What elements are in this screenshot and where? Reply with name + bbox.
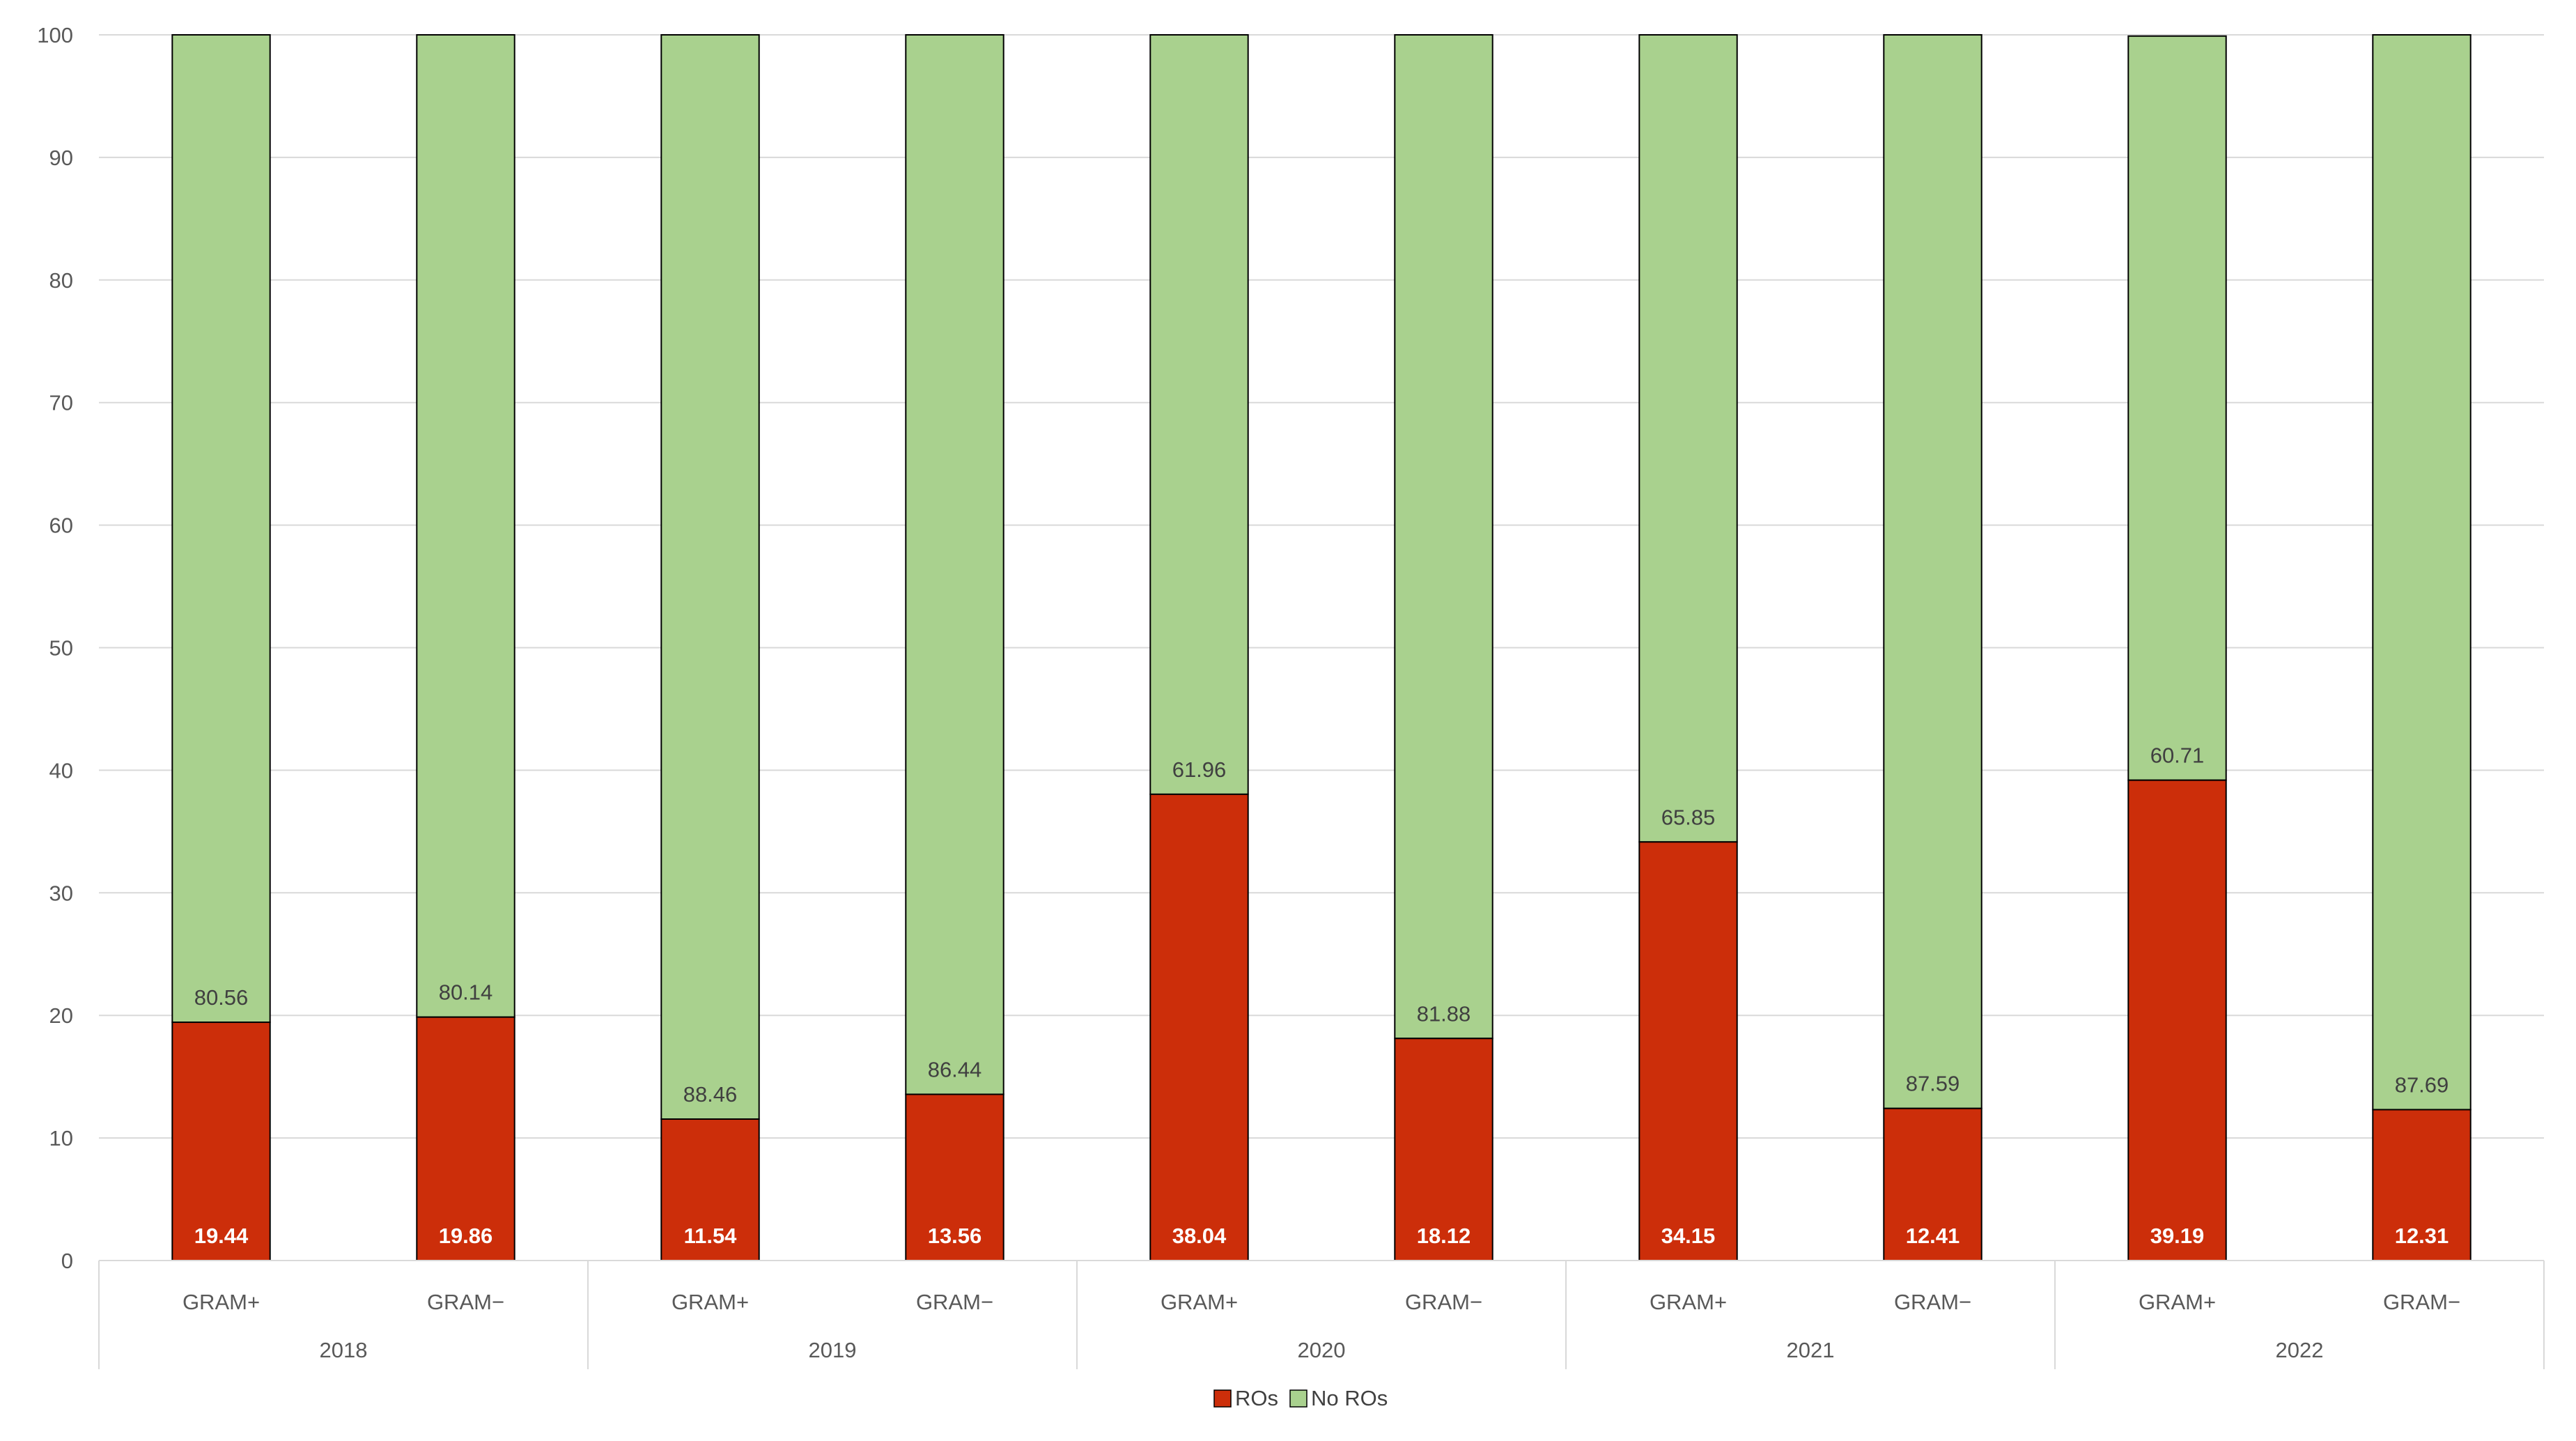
x-group-label: 2021 — [1787, 1338, 1835, 1362]
y-tick-label: 100 — [37, 23, 73, 47]
x-category-label: GRAM+ — [1161, 1290, 1238, 1314]
data-label-no-ros: 88.46 — [683, 1082, 738, 1107]
legend-swatch-ros — [1213, 1389, 1232, 1408]
bar-no-ros — [1638, 34, 1738, 843]
y-tick-label: 30 — [49, 881, 73, 905]
legend-swatch-no-ros — [1289, 1389, 1308, 1408]
bar-ros — [2372, 1109, 2472, 1261]
data-label-ros: 11.54 — [684, 1224, 738, 1248]
x-group-label: 2020 — [1298, 1338, 1346, 1362]
bar-no-ros — [416, 34, 515, 1018]
bar-ros — [1394, 1038, 1493, 1261]
y-tick-label: 10 — [49, 1126, 73, 1150]
data-label-no-ros: 61.96 — [1172, 757, 1227, 782]
data-label-no-ros: 81.88 — [1417, 1001, 1471, 1026]
x-category-label: GRAM+ — [672, 1290, 749, 1314]
y-tick-label: 50 — [49, 636, 73, 661]
data-label-ros: 13.56 — [928, 1224, 982, 1248]
data-labels: 19.44 80.56 19.86 80.14 11.54 88.46 13.56 86.44… — [194, 743, 2449, 1248]
bars — [171, 34, 2472, 1262]
x-category-label: GRAM− — [2383, 1290, 2460, 1314]
y-tick-label: 80 — [49, 268, 73, 293]
bar-no-ros — [2127, 35, 2227, 781]
bar-no-ros — [1883, 34, 1983, 1109]
x-category-label: GRAM+ — [183, 1290, 260, 1314]
data-label-no-ros: 87.69 — [2395, 1072, 2449, 1097]
bar-ros — [905, 1093, 1004, 1262]
data-label-ros: 18.12 — [1417, 1224, 1471, 1248]
bar-no-ros — [1394, 34, 1493, 1040]
bar-ros — [2127, 779, 2227, 1262]
bar-no-ros — [1149, 34, 1249, 795]
x-group-label: 2022 — [2276, 1338, 2324, 1362]
data-label-ros: 34.15 — [1661, 1224, 1716, 1248]
data-label-ros: 38.04 — [1172, 1224, 1227, 1248]
x-group-label: 2018 — [320, 1338, 368, 1362]
bar-no-ros — [660, 34, 760, 1120]
data-label-no-ros: 80.56 — [194, 985, 249, 1010]
bar-no-ros — [905, 34, 1004, 1095]
bar-ros — [416, 1016, 515, 1261]
bar-ros — [171, 1022, 271, 1261]
y-tick-label: 40 — [49, 758, 73, 783]
bar-ros — [660, 1118, 760, 1261]
x-category-label: GRAM− — [427, 1290, 504, 1314]
x-group-label: 2019 — [809, 1338, 857, 1362]
y-tick-label: 0 — [61, 1249, 73, 1273]
x-category-label: GRAM+ — [1650, 1290, 1727, 1314]
data-label-no-ros: 86.44 — [928, 1057, 982, 1081]
legend-label-ros: ROs — [1235, 1386, 1278, 1410]
y-tick-label: 20 — [49, 1003, 73, 1028]
data-label-no-ros: 87.59 — [1906, 1072, 1960, 1096]
data-label-no-ros: 80.14 — [439, 980, 493, 1005]
x-axis: GRAM+ GRAM− GRAM+ GRAM− GRAM+ GRAM− GRAM+ GRAM−… — [98, 1260, 2545, 1369]
data-label-ros: 12.41 — [1906, 1224, 1960, 1248]
data-label-ros: 19.44 — [194, 1224, 249, 1248]
x-category-label: GRAM− — [1894, 1290, 1971, 1314]
y-tick-label: 90 — [49, 146, 73, 170]
bar-ros — [1149, 793, 1249, 1261]
data-label-ros: 12.31 — [2395, 1224, 2449, 1248]
bar-no-ros — [2372, 34, 2472, 1111]
y-tick-label: 70 — [49, 391, 73, 415]
bar-no-ros — [171, 34, 271, 1024]
data-label-ros: 39.19 — [2150, 1224, 2205, 1248]
legend: ROs No ROs — [1213, 1386, 1388, 1410]
data-label-no-ros: 60.71 — [2150, 743, 2205, 768]
y-tick-label: 60 — [49, 514, 73, 538]
data-label-no-ros: 65.85 — [1661, 805, 1716, 829]
x-category-label: GRAM− — [916, 1290, 993, 1314]
legend-label-no-ros: No ROs — [1311, 1386, 1388, 1410]
x-category-label: GRAM+ — [2139, 1290, 2216, 1314]
x-category-label: GRAM− — [1405, 1290, 1482, 1314]
y-axis: 0 10 20 30 40 50 60 70 80 90 100 — [37, 23, 73, 1273]
data-label-ros: 19.86 — [439, 1224, 493, 1248]
bar-ros — [1638, 841, 1738, 1261]
bar-ros — [1883, 1107, 1983, 1262]
